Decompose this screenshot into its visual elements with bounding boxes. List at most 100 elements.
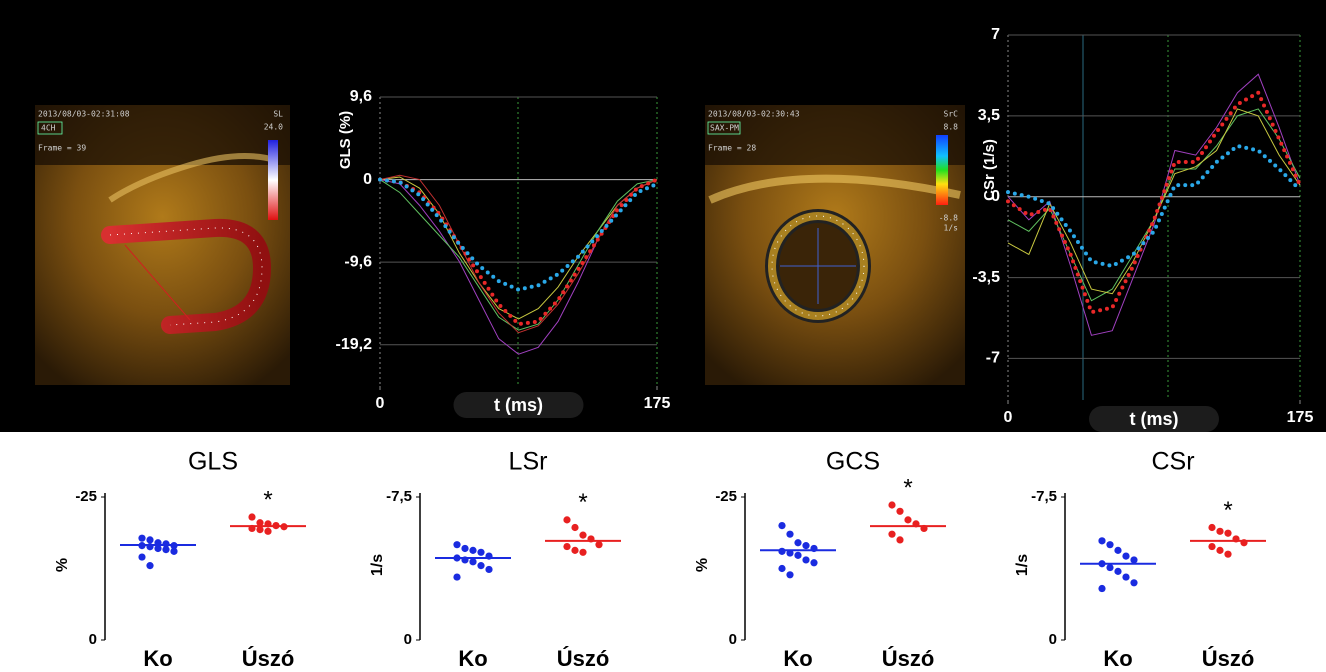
y-tick-label: 9,6: [350, 88, 372, 105]
timestamp: 2013/08/03-02:31:08: [38, 110, 130, 119]
data-point: [896, 536, 903, 543]
data-point: [1130, 579, 1137, 586]
data-point: [453, 541, 460, 548]
data-point: [794, 552, 801, 559]
data-point: [1098, 537, 1105, 544]
data-point: [453, 573, 460, 580]
x-tick-label: Úszó: [1202, 646, 1255, 671]
data-point: [162, 546, 169, 553]
x-tick-label: 0: [376, 395, 385, 412]
significance-mark: *: [578, 489, 587, 516]
data-point: [264, 528, 271, 535]
ultrasound-image: 2013/08/03-02:30:43 SAX-PM Frame = 28 Sr…: [705, 105, 965, 385]
data-point: [477, 549, 484, 556]
y-axis-label: %: [694, 558, 711, 572]
data-point: [1098, 585, 1105, 592]
data-point: [595, 541, 602, 548]
data-point: [802, 542, 809, 549]
data-point: [1114, 547, 1121, 554]
view-label: 4CH: [41, 124, 56, 133]
y-tick-label: 0: [729, 631, 737, 648]
scale-min: -8.8: [939, 214, 958, 223]
data-point: [1216, 528, 1223, 535]
scale-unit: 1/s: [944, 224, 959, 233]
data-point: [888, 531, 895, 538]
y-tick-label: 3,5: [978, 107, 1000, 124]
data-point: [778, 565, 785, 572]
data-point: [146, 562, 153, 569]
data-point: [138, 553, 145, 560]
data-point: [1106, 541, 1113, 548]
data-point: [802, 556, 809, 563]
data-point: [469, 558, 476, 565]
data-point: [571, 524, 578, 531]
y-tick-label: 0: [404, 631, 412, 648]
x-tick-label: Ko: [458, 646, 487, 671]
timestamp: 2013/08/03-02:30:43: [708, 110, 800, 119]
data-point: [1216, 547, 1223, 554]
x-axis-label: t (ms): [1130, 409, 1179, 429]
data-point: [170, 548, 177, 555]
data-point: [461, 545, 468, 552]
data-point: [778, 548, 785, 555]
y-axis-label: 1/s: [1014, 554, 1031, 576]
data-point: [1224, 530, 1231, 537]
significance-mark: *: [263, 486, 272, 513]
data-point: [563, 516, 570, 523]
data-point: [786, 531, 793, 538]
x-tick-label: 0: [1004, 409, 1013, 426]
frame-label: Frame = 39: [38, 144, 86, 153]
data-point: [1208, 524, 1215, 531]
x-tick-label: Ko: [783, 646, 812, 671]
data-point: [794, 539, 801, 546]
data-point: [786, 571, 793, 578]
x-tick-label: 175: [644, 395, 671, 412]
data-point: [1106, 564, 1113, 571]
x-tick-label: Úszó: [557, 646, 610, 671]
y-axis-label: 1/s: [369, 554, 386, 576]
chart-title: CSr: [1151, 448, 1194, 476]
x-tick-label: Úszó: [242, 646, 295, 671]
view-label: SAX-PM: [710, 124, 739, 133]
chart-title: LSr: [509, 448, 548, 476]
data-point: [571, 547, 578, 554]
scale-name: SL: [273, 110, 283, 119]
data-point: [888, 501, 895, 508]
data-point: [138, 535, 145, 542]
significance-mark: *: [903, 474, 912, 501]
scale-max: 8.8: [944, 123, 959, 132]
color-bar: [936, 135, 948, 205]
y-tick-label: 0: [89, 631, 97, 648]
data-point: [1208, 543, 1215, 550]
y-tick-label: -7,5: [386, 488, 412, 505]
data-point: [146, 536, 153, 543]
y-axis-label: CSr (1/s): [981, 139, 998, 201]
y-tick-label: -3,5: [972, 269, 1000, 286]
x-tick-label: Ko: [143, 646, 172, 671]
data-point: [563, 543, 570, 550]
scale-name: SrC: [944, 110, 959, 119]
data-point: [1114, 568, 1121, 575]
x-tick-label: Ko: [1103, 646, 1132, 671]
x-tick-label: Úszó: [882, 646, 935, 671]
y-tick-label: 0: [363, 171, 372, 188]
y-tick-label: -7,5: [1031, 488, 1057, 505]
x-axis-label: t (ms): [494, 395, 543, 415]
data-point: [1224, 551, 1231, 558]
y-tick-label: -25: [75, 488, 97, 505]
chart-title: GCS: [826, 448, 880, 476]
data-point: [469, 547, 476, 554]
ultrasound-image: 2013/08/03-02:31:08 4CH Frame = 39 SL 24…: [35, 105, 290, 385]
chart-title: GLS: [188, 448, 238, 476]
frame-label: Frame = 28: [708, 144, 756, 153]
y-tick-label: -9,6: [344, 253, 372, 270]
y-axis-label: %: [54, 558, 71, 572]
y-tick-label: -7: [986, 350, 1000, 367]
y-tick-label: -25: [715, 488, 737, 505]
y-axis-label: GLS (%): [337, 111, 354, 169]
data-point: [904, 516, 911, 523]
data-point: [477, 562, 484, 569]
scale-max: 24.0: [264, 123, 283, 132]
data-point: [1122, 573, 1129, 580]
data-point: [1130, 556, 1137, 563]
